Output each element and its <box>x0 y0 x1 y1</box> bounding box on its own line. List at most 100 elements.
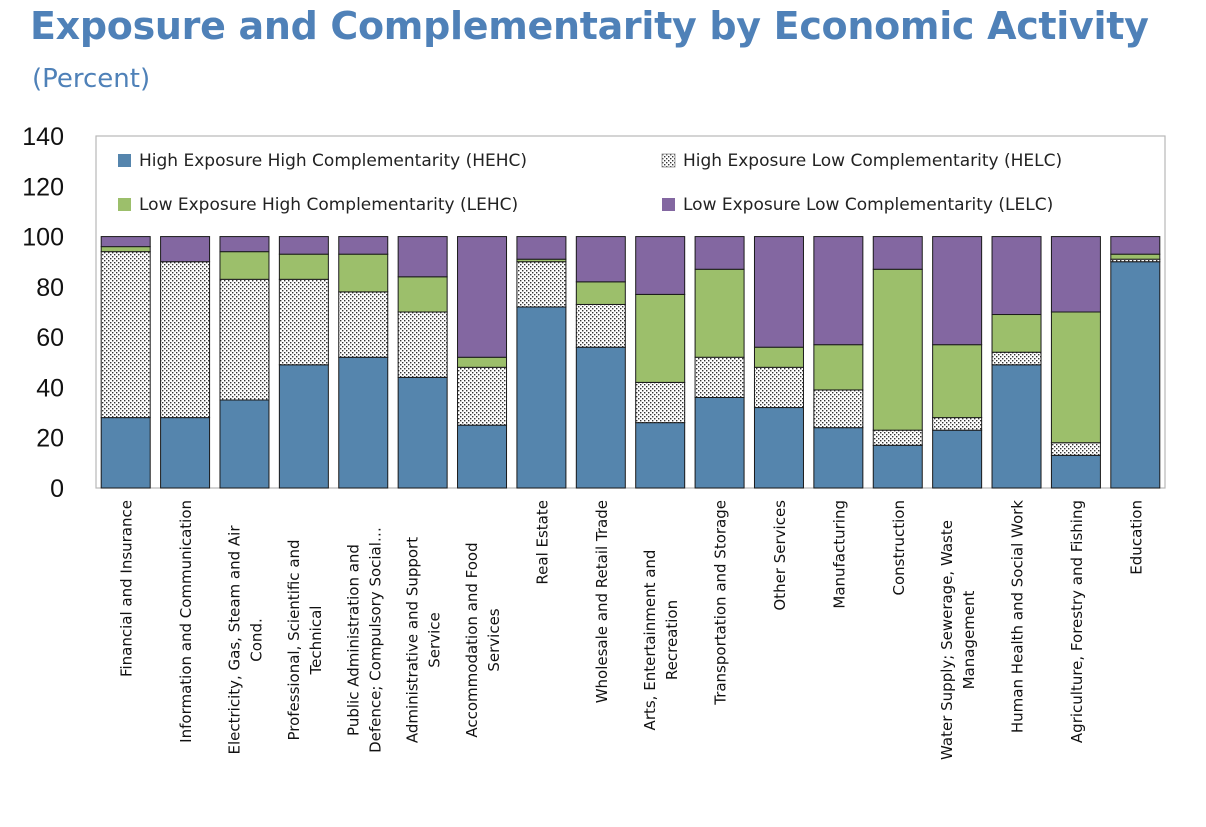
bar-segment <box>100 251 151 419</box>
bar-segment <box>219 399 270 489</box>
legend-swatch <box>118 154 131 167</box>
bar-segment <box>991 364 1042 489</box>
bar-segment <box>813 427 864 489</box>
y-tick-label: 140 <box>22 123 64 151</box>
bar-segment <box>991 351 1042 366</box>
x-tick-label: Agriculture, Forestry and Fishing <box>1068 500 1086 743</box>
bar-segment <box>397 311 448 378</box>
x-tick-label: Arts, Entertainment and Recreation <box>641 550 681 731</box>
bar-segment <box>813 236 864 346</box>
bar-segment <box>100 417 151 489</box>
bar-segment <box>1110 261 1161 489</box>
bar-segment <box>575 346 626 489</box>
x-tick-label: Other Services <box>771 500 789 611</box>
bar-segment <box>278 278 329 366</box>
bar-segment <box>932 429 983 489</box>
bar-segment <box>635 381 686 424</box>
y-tick-label: 80 <box>36 274 64 302</box>
bar-segment <box>635 236 686 295</box>
bar-segment <box>457 366 508 426</box>
x-tick-label: Information and Communication <box>177 500 195 743</box>
bar-segment <box>397 236 448 278</box>
bar-segment <box>457 356 508 368</box>
bar-segment <box>1110 253 1161 260</box>
bar-segment <box>694 356 745 398</box>
bar-segment <box>753 236 804 348</box>
legend-label: High Exposure High Complementarity (HEHC… <box>139 151 527 171</box>
bar-segment <box>457 236 508 358</box>
x-tick-label: Education <box>1127 500 1145 575</box>
x-tick-label: Professional, Scientific and Technical <box>285 539 325 740</box>
bar-segment <box>872 236 923 270</box>
bar-segment <box>338 291 389 358</box>
bar-segment <box>397 276 448 313</box>
bar-segment <box>338 236 389 255</box>
bar-segment <box>575 303 626 348</box>
bar-segment <box>397 376 448 489</box>
bar-segment <box>338 356 389 489</box>
y-tick-label: 40 <box>36 374 64 402</box>
bar-segment <box>160 236 211 263</box>
y-tick-label: 0 <box>50 475 64 503</box>
bar-segment <box>1050 236 1101 313</box>
x-tick-label: Transportation and Storage <box>712 500 730 706</box>
chart-title: Exposure and Complementarity by Economic… <box>30 4 1149 48</box>
bar-segment <box>1050 311 1101 444</box>
x-tick-label: Wholesale and Retail Trade <box>593 500 611 703</box>
bar-segment <box>1110 236 1161 255</box>
legend-label: Low Exposure High Complementarity (LEHC) <box>139 195 518 215</box>
bar-segment <box>575 236 626 283</box>
bar-segment <box>753 366 804 409</box>
bar-segment <box>813 344 864 391</box>
bar-segment <box>872 444 923 489</box>
bar-segment <box>872 429 923 446</box>
bar-segment <box>219 236 270 253</box>
y-tick-label: 20 <box>36 425 64 453</box>
bar-segment <box>1050 442 1101 456</box>
bar-segment <box>694 396 745 489</box>
y-tick-label: 100 <box>22 224 64 252</box>
bar-segment <box>991 236 1042 316</box>
bar-segment <box>457 424 508 489</box>
bar-segment <box>338 253 389 293</box>
bar-segment <box>516 236 567 260</box>
bar-segment <box>932 236 983 346</box>
bar-segment <box>694 236 745 270</box>
bar-segment <box>753 407 804 489</box>
bar-segment <box>219 251 270 280</box>
bar-segment <box>1050 454 1101 489</box>
chart-subtitle: (Percent) <box>32 64 151 94</box>
bar-segment <box>516 306 567 489</box>
bar-segment <box>872 268 923 431</box>
x-tick-label: Manufacturing <box>830 500 848 609</box>
bar-segment <box>278 253 329 280</box>
bar-segment <box>635 293 686 383</box>
bar-segment <box>160 261 211 419</box>
x-tick-label: Construction <box>890 500 908 596</box>
y-tick-label: 120 <box>22 173 64 201</box>
bar-segment <box>278 236 329 255</box>
legend-swatch <box>118 198 131 211</box>
bar-segment <box>160 417 211 489</box>
legend-swatch <box>662 198 675 211</box>
x-tick-label: Public Administration and Defence; Compul… <box>344 527 384 753</box>
x-tick-label: Electricity, Gas, Steam and Air Cond. <box>225 525 265 755</box>
bar-segment <box>932 417 983 431</box>
bar-segment <box>813 389 864 429</box>
bar-segment <box>932 344 983 419</box>
bar-segment <box>100 236 151 248</box>
bar-segment <box>635 422 686 489</box>
legend-swatch <box>661 153 676 168</box>
x-tick-label: Real Estate <box>533 500 551 585</box>
y-tick-label: 60 <box>36 324 64 352</box>
x-tick-label: Administrative and Support Service <box>404 537 444 743</box>
bar-segment <box>753 346 804 368</box>
bar-segment <box>516 261 567 308</box>
x-tick-label: Human Health and Social Work <box>1009 500 1027 733</box>
bar-segment <box>694 268 745 358</box>
bar-segment <box>278 364 329 489</box>
x-tick-label: Accommodation and Food Services <box>463 542 503 737</box>
legend-label: Low Exposure Low Complementarity (LELC) <box>683 195 1053 215</box>
bar-segment <box>100 246 151 253</box>
